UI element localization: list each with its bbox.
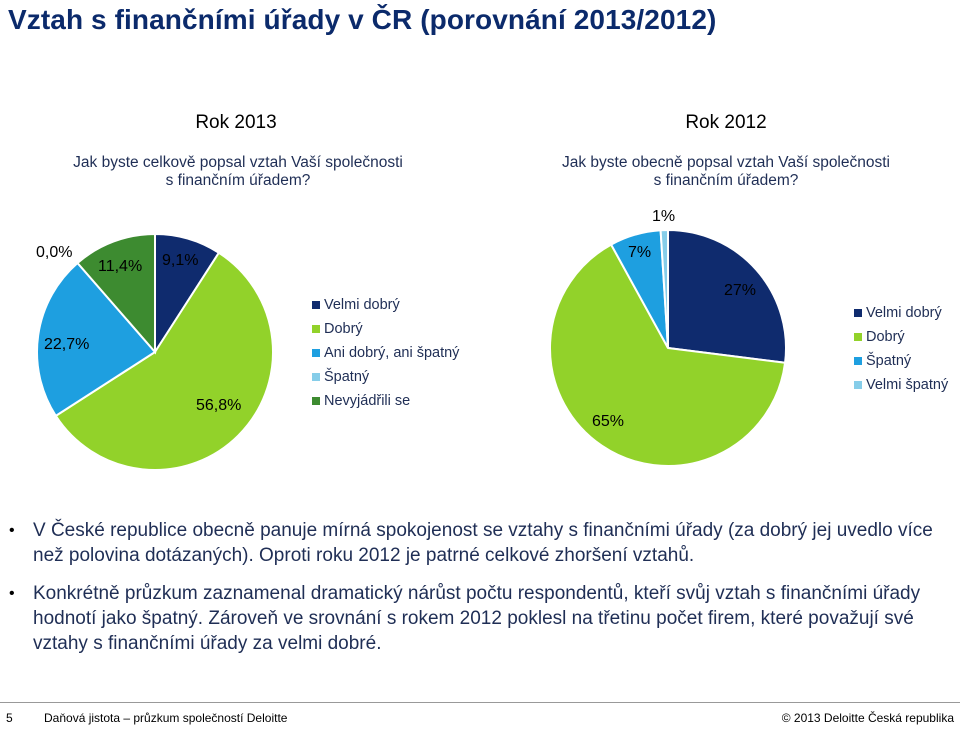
bullet-text: V České republice obecně panuje mírná sp… (33, 520, 933, 566)
pie-slice-2013-2 (36, 261, 157, 418)
slice-label-2013-spatny: 0,0% (36, 244, 73, 261)
legend-swatch (854, 332, 862, 341)
bullet-item: • V České republice obecně panuje mírná … (0, 518, 960, 568)
legend-item: Ani dobrý, ani špatný (312, 344, 459, 361)
footer-page-number: 5 (6, 711, 13, 725)
legend-item: Dobrý (312, 320, 459, 337)
bullet-symbol: • (9, 585, 15, 602)
legend-item: Špatný (854, 352, 948, 369)
slice-label-2013-ani: 22,7% (44, 336, 90, 353)
legend-item: Velmi dobrý (854, 304, 948, 321)
slice-label-2012-velmi-spatny: 1% (652, 208, 676, 225)
pie-charts (36, 228, 787, 471)
legend-swatch (854, 308, 862, 317)
legend-label: Velmi dobrý (324, 296, 400, 313)
legend-label: Velmi dobrý (866, 304, 942, 321)
chart-2013-title: Rok 2013 (195, 112, 277, 133)
page-title: Vztah s finančními úřady v ČR (porovnání… (8, 4, 717, 35)
slice-label-2013-nevyjadrili: 11,4% (98, 258, 143, 275)
pie-2013 (36, 232, 274, 471)
pie-slice-2012-3 (659, 228, 669, 349)
legend-swatch (312, 348, 320, 357)
legend-item: Velmi dobrý (312, 296, 459, 313)
legend-label: Špatný (324, 368, 370, 385)
pie-slice-2012-1 (549, 243, 787, 467)
legend-label: Špatný (866, 352, 912, 369)
legend-label: Dobrý (324, 320, 363, 337)
pie-slice-2013-4 (76, 232, 156, 355)
legend-label: Ani dobrý, ani špatný (324, 344, 460, 361)
legend-label: Velmi špatný (866, 376, 949, 393)
legend-label: Nevyjádřili se (324, 392, 411, 409)
legend-swatch (312, 300, 320, 309)
slice-label-2013-velmi-dobry: 9,1% (162, 252, 199, 269)
legend-swatch (312, 396, 320, 405)
pie-slice-2012-0 (667, 228, 787, 364)
legend-swatch (312, 372, 320, 381)
bullet-text: Konkrétně průzkum zaznamenal dramatický … (33, 583, 921, 654)
footer-copyright: © 2013 Deloitte Česká republika (781, 711, 954, 725)
pie-2012 (549, 228, 787, 467)
legend-item: Velmi špatný (854, 376, 948, 393)
slice-label-2012-spatny: 7% (628, 244, 652, 261)
legend-item: Dobrý (854, 328, 948, 345)
legend-2013: Velmi dobrý Dobrý Ani dobrý, ani špatný … (312, 296, 459, 416)
slice-label-2012-velmi-dobry: 27% (724, 282, 757, 299)
chart-2013-question: Jak byste celkově popsal vztah Vaší spol… (73, 154, 403, 189)
legend-2012: Velmi dobrý Dobrý Špatný Velmi špatný (854, 304, 948, 400)
bullet-list: • V České republice obecně panuje mírná … (0, 518, 960, 669)
bullet-item: • Konkrétně průzkum zaznamenal dramatick… (0, 581, 960, 656)
footer-divider (0, 702, 960, 703)
legend-swatch (854, 356, 862, 365)
bullet-symbol: • (9, 522, 15, 539)
chart-2012-title: Rok 2012 (685, 112, 767, 133)
legend-swatch (312, 324, 320, 333)
pie-slice-2013-1 (54, 251, 274, 471)
legend-label: Dobrý (866, 328, 905, 345)
slice-label-2013-dobry: 56,8% (196, 397, 242, 414)
legend-swatch (854, 380, 862, 389)
chart-2012-question: Jak byste obecně popsal vztah Vaší spole… (562, 154, 890, 189)
footer-left-text: Daňová jistota – průzkum společností Del… (44, 711, 288, 725)
legend-item: Špatný (312, 368, 459, 385)
slice-label-2012-dobry: 65% (592, 413, 625, 430)
legend-item: Nevyjádřili se (312, 392, 459, 409)
